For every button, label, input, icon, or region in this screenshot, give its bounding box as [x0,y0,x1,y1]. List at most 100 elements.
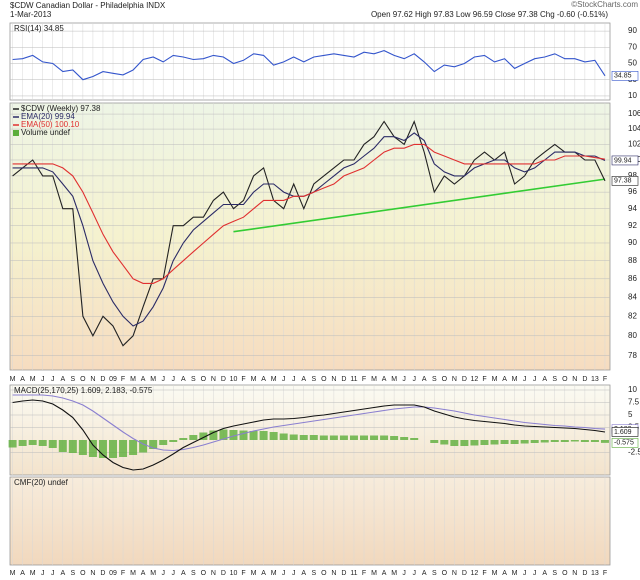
x-tick-label: J [523,376,527,383]
x-tick-label: F [482,570,486,577]
x-tick-label: S [191,376,196,383]
x-tick-label: J [412,570,416,577]
histogram-bar [139,440,148,453]
histogram-bar [520,440,529,444]
histogram-bar [68,440,77,453]
histogram-bar [319,435,328,440]
x-tick-label: M [251,376,257,383]
histogram-bar [249,431,258,440]
end-tag-label: 99.94 [614,157,632,164]
y-tick-label: 10 [628,385,637,394]
quote: Open 97.62 High 97.83 Low 96.59 Close 97… [371,10,608,19]
end-tag [611,155,639,166]
x-tick-label: J [533,376,537,383]
x-tick-label: O [80,376,86,383]
x-tick-label: A [60,376,65,383]
x-tick-label: N [572,570,577,577]
histogram-bar [78,440,87,455]
series-line [12,394,606,452]
x-tick-label: J [412,376,416,383]
x-tick-label: O [562,376,568,383]
histogram-bar [600,440,609,443]
y-tick-label: 70 [628,42,637,51]
histogram-bar [88,440,97,457]
histogram-bar [28,440,37,445]
x-tick-label: D [100,376,105,383]
x-tick-label: A [60,570,65,577]
x-tick-label: M [371,570,377,577]
histogram-bar [98,440,107,458]
x-tick-label: M [512,570,518,577]
x-tick-label: F [121,570,125,577]
histogram-bar [289,434,298,440]
x-tick-label: J [51,376,55,383]
end-tag [611,438,639,448]
series-line [12,143,606,284]
y-tick-label: 84 [628,292,637,301]
x-tick-label: M [492,570,498,577]
x-tick-label: A [141,570,146,577]
histogram-bar [38,440,47,446]
series-line [12,399,606,471]
histogram-bar [560,440,569,442]
x-tick-label: O [80,570,86,577]
date: 1-Mar-2013 [10,10,52,19]
x-tick-label: M [391,570,397,577]
x-tick-label: A [181,376,186,383]
x-tick-label: N [211,570,216,577]
x-tick-label: D [341,376,346,383]
trendline [233,178,606,233]
x-tick-label: J [41,570,45,577]
x-tick-label: S [311,570,316,577]
histogram-bar [189,435,198,440]
histogram-bar [510,440,519,444]
y-tick-label: 90 [628,238,637,247]
histogram-bar [119,440,128,457]
y-tick-label: 7.5 [628,398,640,407]
y-tick-label: 88 [628,256,637,265]
x-tick-label: 09 [109,376,117,383]
histogram-bar [199,432,208,440]
end-tag [611,176,639,186]
x-tick-label: A [422,376,427,383]
histogram-bar [219,429,228,440]
x-tick-label: A [181,570,186,577]
legend-label: $CDW (Weekly) 97.38 [21,104,101,113]
histogram-bar [48,440,57,448]
x-tick-label: N [90,376,95,383]
histogram-bar [490,440,499,445]
y-tick-label: 82 [628,311,637,320]
x-tick-label: A [301,376,306,383]
x-tick-label: D [462,376,467,383]
credit: ©StockCharts.com [571,0,638,9]
histogram-bar [370,435,379,440]
histogram-bar [460,440,469,446]
x-tick-label: M [10,376,16,383]
histogram-bar [410,438,419,440]
x-tick-label: O [442,376,448,383]
legend-label: Volume undef [21,128,71,137]
histogram-bar [500,440,509,444]
panel-background [9,22,611,101]
x-tick-label: F [603,570,607,577]
x-tick-label: S [432,376,437,383]
series-line [12,119,606,347]
x-tick-label: M [512,376,518,383]
x-tick-label: D [582,376,587,383]
x-tick-label: J [171,570,175,577]
x-tick-label: A [502,570,507,577]
x-tick-label: A [542,570,547,577]
x-tick-label: M [492,376,498,383]
x-tick-label: J [41,376,45,383]
x-tick-label: A [502,376,507,383]
x-tick-label: 11 [350,376,357,383]
x-tick-label: N [331,376,336,383]
x-tick-label: A [261,570,266,577]
histogram-bar [540,440,549,443]
histogram-bar [530,440,539,443]
histogram-bar [209,430,218,440]
y-tick-label: 98 [628,171,637,180]
x-tick-label: A [382,376,387,383]
histogram-bar [550,440,559,442]
